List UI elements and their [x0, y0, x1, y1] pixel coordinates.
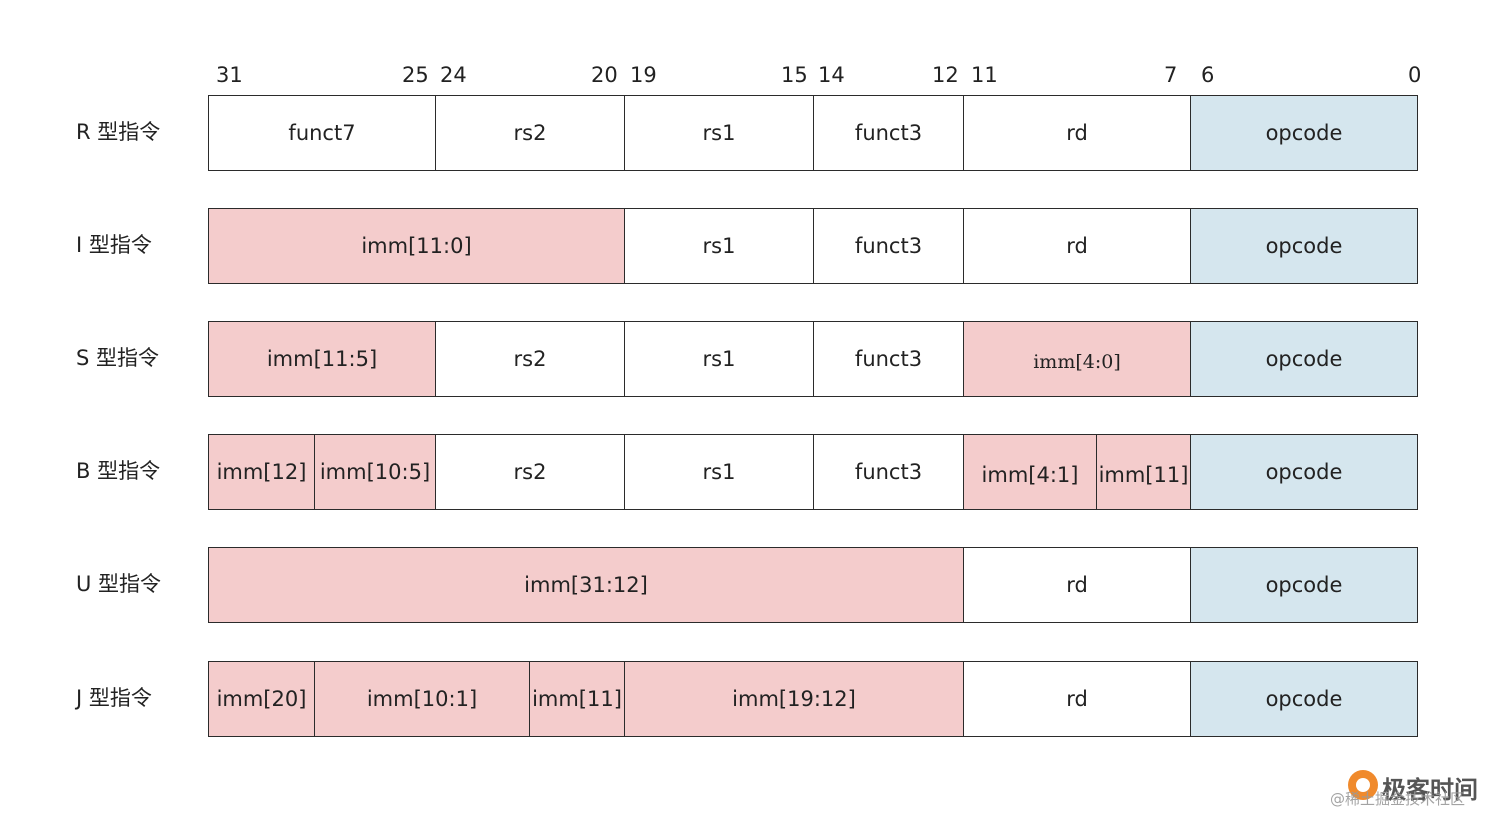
field-imm: imm[4:0]: [963, 321, 1191, 397]
instruction-row: imm[20] imm[10:1] imm[11] imm[19:12] rd opcod…: [208, 661, 1418, 737]
bit-label: 24: [440, 63, 467, 87]
bit-label: 31: [216, 63, 243, 87]
bit-label: 20: [591, 63, 618, 87]
field-op: opcode: [1190, 661, 1418, 737]
field-op: opcode: [1190, 547, 1418, 623]
field-imm: imm[11:5]: [208, 321, 436, 397]
bit-label: 19: [630, 63, 657, 87]
bit-label: 0: [1408, 63, 1422, 87]
instruction-row: imm[11:0] rs1 funct3 rd opcode: [208, 208, 1418, 284]
row-label: S 型指令: [76, 346, 160, 370]
geektime-logo-icon: [1348, 770, 1378, 800]
field-plain: funct3: [813, 321, 964, 397]
field-imm: imm[12]: [208, 434, 315, 510]
field-plain: rd: [963, 547, 1191, 623]
field-imm: imm[20]: [208, 661, 315, 737]
instruction-row: imm[31:12] rd opcode: [208, 547, 1418, 623]
instruction-row: imm[11:5] rs2 rs1 funct3 imm[4:0] opcode: [208, 321, 1418, 397]
field-plain: rs1: [624, 95, 814, 171]
bit-label: 15: [781, 63, 808, 87]
field-plain: rs2: [435, 321, 625, 397]
field-imm: imm[10:1]: [314, 661, 530, 737]
field-plain: rd: [963, 661, 1191, 737]
bit-label: 25: [402, 63, 429, 87]
bit-label: 11: [971, 63, 998, 87]
field-plain: rs2: [435, 434, 625, 510]
field-op: opcode: [1190, 95, 1418, 171]
field-imm: imm[11:0]: [208, 208, 625, 284]
row-label: R 型指令: [76, 120, 161, 144]
field-imm: imm[4:1]: [963, 434, 1097, 510]
row-label: B 型指令: [76, 459, 161, 483]
field-plain: rs1: [624, 321, 814, 397]
field-imm: imm[11]: [1096, 434, 1191, 510]
field-imm: imm[31:12]: [208, 547, 964, 623]
field-plain: funct3: [813, 434, 964, 510]
field-plain: rs1: [624, 434, 814, 510]
field-plain: funct3: [813, 95, 964, 171]
field-plain: rs1: [624, 208, 814, 284]
bit-label: 6: [1201, 63, 1215, 87]
watermark-title: 极客时间: [1382, 776, 1478, 804]
bit-label: 7: [1164, 63, 1178, 87]
field-imm: imm[19:12]: [624, 661, 964, 737]
field-op: opcode: [1190, 434, 1418, 510]
watermark-subtitle: @稀土掘金技术社区: [1330, 790, 1466, 808]
field-op: opcode: [1190, 208, 1418, 284]
row-label: I 型指令: [76, 233, 152, 257]
field-plain: funct7: [208, 95, 436, 171]
field-plain: rd: [963, 208, 1191, 284]
instruction-row: funct7 rs2 rs1 funct3 rd opcode: [208, 95, 1418, 171]
field-plain: rs2: [435, 95, 625, 171]
row-label: J 型指令: [76, 686, 152, 710]
row-label: U 型指令: [76, 572, 162, 596]
bit-label: 14: [818, 63, 845, 87]
field-imm: imm[11]: [529, 661, 625, 737]
field-imm: imm[10:5]: [314, 434, 436, 510]
field-plain: funct3: [813, 208, 964, 284]
watermark: 极客时间 @稀土掘金技术社区: [1330, 768, 1500, 812]
field-op: opcode: [1190, 321, 1418, 397]
field-plain: rd: [963, 95, 1191, 171]
instruction-row: imm[12] imm[10:5] rs2 rs1 funct3 imm[4:1] imm[…: [208, 434, 1418, 510]
bit-label: 12: [932, 63, 959, 87]
